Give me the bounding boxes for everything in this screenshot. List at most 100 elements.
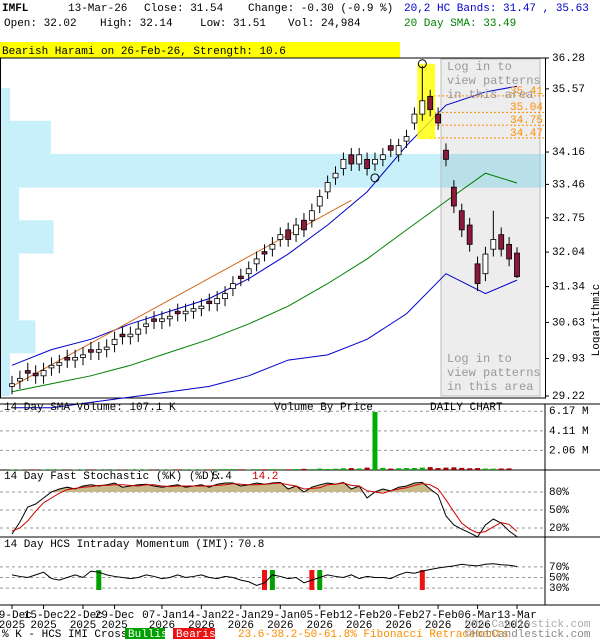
candle-body (245, 268, 252, 275)
candle-body (324, 182, 331, 193)
candle-body (237, 275, 244, 280)
bearish-swatch (173, 628, 215, 639)
candle-body (427, 95, 434, 111)
x-tick-label: 29-Dec 2025 (95, 610, 135, 632)
volume-bar (411, 468, 417, 470)
x-tick-label: 22-Dec 2025 (63, 610, 103, 632)
candle-body (372, 158, 378, 165)
volume-bar (451, 467, 457, 470)
candle-body (403, 136, 410, 142)
y-tick-label: 80% (549, 487, 569, 499)
imi-line (11, 563, 518, 586)
close: Close: 31.54 (144, 3, 224, 15)
pattern-banner: Bearish Harami on 26-Feb-26, Strength: 1… (2, 46, 286, 58)
volume-bar (490, 468, 496, 470)
pattern-marker (370, 173, 380, 183)
volume-bar (301, 468, 307, 470)
volume-bar (222, 469, 228, 470)
open: Open: 32.02 (4, 18, 77, 30)
volume-bar (396, 468, 402, 470)
volume-bar (443, 467, 449, 470)
volume-bar (41, 469, 47, 470)
volume-bar (309, 469, 315, 470)
volume-by-price-bar (1, 253, 20, 288)
x-tick-label: 15-Dec 2025 (24, 610, 64, 632)
volume-bar (285, 469, 291, 470)
volume-by-price-bar (1, 320, 36, 354)
candle-body (119, 333, 126, 338)
y-tick-label: 31.34 (552, 282, 585, 294)
candle-body (293, 224, 299, 236)
low: Low: 31.51 (200, 18, 266, 30)
candle-body (143, 323, 150, 327)
candle-body (230, 283, 236, 290)
signal-bar (262, 570, 267, 590)
volume-bar (317, 468, 323, 470)
signal-bar (419, 570, 425, 590)
volume-bar (277, 469, 283, 470)
candle-body (474, 263, 481, 285)
volume-bar (246, 469, 252, 470)
candle-body (308, 210, 315, 221)
footer-legend: % K - HCS IMI Crossover: (2, 629, 160, 640)
pattern-marker (417, 59, 427, 69)
imi-title: 14 Day HCS Intraday Momentum (IMI): (4, 539, 235, 551)
volume-by-price-bar (1, 120, 51, 154)
high: High: 32.14 (100, 18, 173, 30)
candle-body (269, 243, 276, 250)
volume-by-price-bar (1, 187, 20, 221)
candle-body (111, 338, 118, 345)
stoch-title: 14 Day Fast Stochastic (%K) (%D): (4, 471, 222, 483)
fib-label: 34.47 (510, 128, 543, 140)
volume-bar (135, 469, 141, 470)
candle-body (379, 154, 386, 160)
candle-body (506, 243, 513, 260)
candle-body (356, 154, 363, 165)
candle-body (103, 346, 110, 351)
bullish-swatch (125, 628, 165, 639)
volume-by-price-bar (1, 353, 11, 396)
candle-body (127, 333, 134, 338)
candle-body (498, 234, 505, 250)
volume-bar (348, 468, 354, 470)
y-tick-label: 35.57 (552, 84, 585, 96)
volume-bar (467, 468, 473, 470)
panel-border (0, 57, 546, 399)
y-tick-label: 2.06 M (549, 445, 589, 457)
candle-body (95, 349, 102, 353)
candle-body (277, 234, 284, 240)
x-tick-label: 29-Jan 2026 (260, 610, 300, 632)
volume-bar (372, 411, 378, 470)
volume-bar (88, 469, 94, 470)
fib-label: 35.41 (510, 86, 543, 98)
volume-bar (198, 469, 204, 470)
title-bg (1, 471, 291, 482)
y-tick-label: 70% (549, 562, 569, 574)
bearish-label: Bearish (176, 629, 222, 640)
candle-body (419, 100, 426, 115)
x-tick-label: 06-Mar 2026 (458, 610, 498, 632)
lower-band (12, 273, 518, 409)
candle-body (482, 253, 489, 275)
y-tick-label: 20% (549, 523, 569, 535)
volume-title: 14 Day SMA Volume: 107.1 K (4, 402, 176, 414)
volume-bar (175, 469, 181, 470)
volume-bar (325, 468, 331, 470)
fib-label: 34.75 (510, 115, 543, 127)
volume-bar (435, 468, 441, 470)
stoch-line (11, 482, 518, 534)
y-axis-label: Logarithmic (591, 284, 600, 357)
candle-body (64, 357, 71, 361)
volume-bar (269, 469, 275, 470)
y-tick-label: 6.17 M (549, 406, 589, 418)
volume-bar (143, 469, 149, 470)
candle-body (80, 354, 86, 358)
y-tick-label: 4.11 M (549, 426, 589, 438)
candle-body (395, 145, 402, 156)
volume-bar (427, 467, 433, 470)
imi-value: 70.8 (238, 539, 264, 551)
candle-body (458, 210, 465, 231)
volume-bar (356, 468, 362, 470)
volume-bar (380, 467, 386, 470)
